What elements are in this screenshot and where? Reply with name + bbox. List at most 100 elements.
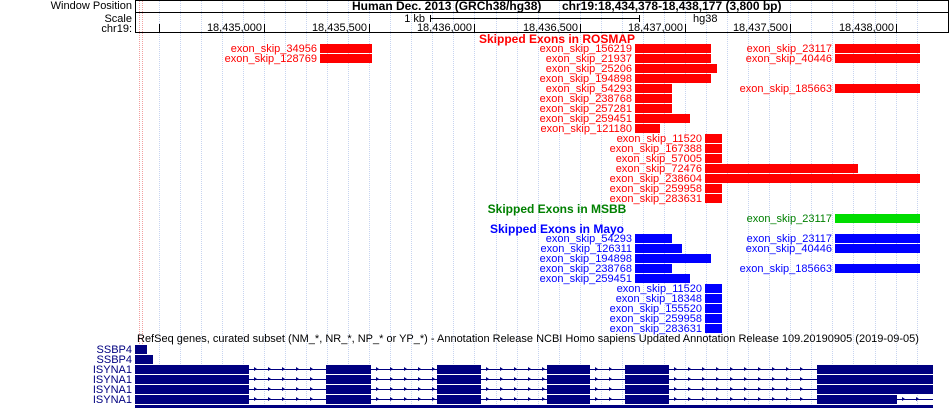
gene-exon[interactable]	[326, 375, 371, 384]
exon-skip-bar[interactable]	[705, 184, 722, 193]
exon-skip-bar[interactable]	[705, 304, 722, 313]
exon-skip-bar[interactable]	[705, 314, 722, 323]
track-title-mayo[interactable]: Skipped Exons in Mayo	[489, 222, 625, 236]
gene-exon[interactable]	[547, 395, 590, 404]
gene-exon[interactable]	[547, 375, 590, 384]
exon-skip-label[interactable]: exon_skip_259451	[539, 113, 632, 125]
exon-skip-bar[interactable]	[705, 194, 722, 203]
exon-skip-label[interactable]: exon_skip_54293	[545, 83, 632, 95]
track-title-msbb[interactable]: Skipped Exons in MSBB	[487, 202, 627, 216]
exon-skip-label[interactable]: exon_skip_23117	[746, 43, 832, 55]
exon-skip-bar[interactable]	[835, 234, 920, 243]
gene-intron[interactable]	[669, 379, 817, 380]
gene-exon[interactable]	[135, 385, 249, 394]
exon-skip-label[interactable]: exon_skip_257281	[539, 103, 632, 115]
exon-skip-label[interactable]: exon_skip_156219	[539, 43, 632, 55]
exon-skip-bar[interactable]	[635, 44, 711, 53]
exon-skip-label[interactable]: exon_skip_72476	[615, 163, 702, 175]
exon-skip-label[interactable]: exon_skip_57005	[615, 153, 702, 165]
gene-intron[interactable]	[249, 379, 326, 380]
refseq-track-title[interactable]: RefSeq genes, curated subset (NM_*, NR_*…	[137, 333, 919, 345]
gene-exon[interactable]	[437, 365, 481, 374]
gene-exon[interactable]	[547, 385, 590, 394]
gene-exon[interactable]	[547, 365, 590, 374]
gene-exon[interactable]	[326, 385, 371, 394]
gene-exon[interactable]	[437, 385, 481, 394]
exon-skip-label[interactable]: exon_skip_283631	[609, 193, 702, 205]
exon-skip-bar[interactable]	[635, 254, 711, 263]
gene-intron[interactable]	[590, 369, 625, 370]
exon-skip-bar[interactable]	[635, 84, 672, 93]
exon-skip-label[interactable]: exon_skip_126311	[540, 243, 632, 255]
exon-skip-bar[interactable]	[835, 54, 920, 63]
gene-intron[interactable]	[897, 399, 933, 400]
gene-exon[interactable]	[326, 365, 371, 374]
gene-intron[interactable]	[590, 389, 625, 390]
gene-label[interactable]: ISYNA1	[92, 394, 132, 406]
gene-label[interactable]: ISYNA1	[92, 374, 132, 386]
gene-exon[interactable]	[817, 395, 897, 404]
exon-skip-label[interactable]: exon_skip_194898	[539, 253, 632, 265]
gene-intron[interactable]	[590, 379, 625, 380]
exon-skip-label[interactable]: exon_skip_185663	[739, 83, 832, 95]
gene-exon[interactable]	[437, 375, 481, 384]
exon-skip-label[interactable]: exon_skip_11520	[616, 283, 702, 295]
exon-skip-bar[interactable]	[705, 144, 722, 153]
exon-skip-label[interactable]: exon_skip_11520	[616, 133, 702, 145]
exon-skip-bar[interactable]	[635, 54, 711, 63]
gene-intron[interactable]	[249, 399, 326, 400]
exon-skip-label[interactable]: exon_skip_128769	[224, 53, 317, 65]
exon-skip-label[interactable]: exon_skip_25206	[545, 63, 632, 75]
exon-skip-bar[interactable]	[705, 294, 722, 303]
exon-skip-bar[interactable]	[635, 104, 672, 113]
gene-exon[interactable]	[135, 365, 249, 374]
exon-skip-bar[interactable]	[705, 164, 858, 173]
exon-skip-bar[interactable]	[635, 234, 672, 243]
gene-exon[interactable]	[437, 395, 481, 404]
exon-skip-label[interactable]: exon_skip_259958	[609, 313, 702, 325]
gene-exon[interactable]	[135, 395, 249, 404]
exon-skip-bar[interactable]	[835, 84, 920, 93]
exon-skip-label[interactable]: exon_skip_40446	[745, 53, 832, 65]
exon-skip-label[interactable]: exon_skip_54293	[545, 233, 632, 245]
gene-label[interactable]: SSBP4	[96, 354, 132, 366]
exon-skip-bar[interactable]	[835, 214, 920, 223]
track-title-rosmap[interactable]: Skipped Exons in ROSMAP	[478, 32, 636, 46]
exon-skip-bar[interactable]	[705, 284, 722, 293]
exon-skip-bar[interactable]	[705, 134, 722, 143]
gene-intron[interactable]	[669, 399, 817, 400]
gene-exon[interactable]	[326, 395, 371, 404]
exon-skip-bar[interactable]	[635, 244, 682, 253]
gene-exon[interactable]	[625, 385, 669, 394]
exon-skip-label[interactable]: exon_skip_238768	[539, 263, 632, 275]
exon-skip-bar[interactable]	[835, 44, 920, 53]
gene-label[interactable]: ISYNA1	[92, 384, 132, 396]
exon-skip-label[interactable]: exon_skip_167388	[609, 143, 702, 155]
exon-skip-bar[interactable]	[635, 124, 660, 133]
exon-skip-label[interactable]: exon_skip_155520	[609, 303, 702, 315]
exon-skip-bar[interactable]	[320, 44, 372, 53]
exon-skip-label[interactable]: exon_skip_18348	[615, 293, 702, 305]
exon-skip-bar[interactable]	[705, 154, 722, 163]
exon-skip-label[interactable]: exon_skip_238768	[539, 93, 632, 105]
exon-skip-bar[interactable]	[320, 54, 372, 63]
refseq-dense-bar[interactable]	[135, 405, 933, 408]
gene-intron[interactable]	[669, 389, 817, 390]
exon-skip-label[interactable]: exon_skip_238604	[609, 173, 702, 185]
exon-skip-bar[interactable]	[835, 264, 920, 273]
gene-exon[interactable]	[817, 385, 933, 394]
gene-exon[interactable]	[625, 375, 669, 384]
exon-skip-bar[interactable]	[705, 174, 920, 183]
gene-intron[interactable]	[249, 389, 326, 390]
exon-skip-label[interactable]: exon_skip_34956	[230, 43, 317, 55]
gene-label[interactable]: ISYNA1	[92, 364, 132, 376]
gene-exon[interactable]	[135, 355, 153, 364]
gene-intron[interactable]	[590, 399, 625, 400]
gene-exon[interactable]	[625, 365, 669, 374]
gene-exon[interactable]	[135, 375, 249, 384]
exon-skip-label[interactable]: exon_skip_283631	[609, 323, 702, 335]
exon-skip-label[interactable]: exon_skip_121180	[540, 123, 632, 135]
gene-label[interactable]: SSBP4	[96, 344, 132, 356]
exon-skip-bar[interactable]	[635, 64, 717, 73]
exon-skip-label[interactable]: exon_skip_259958	[609, 183, 702, 195]
